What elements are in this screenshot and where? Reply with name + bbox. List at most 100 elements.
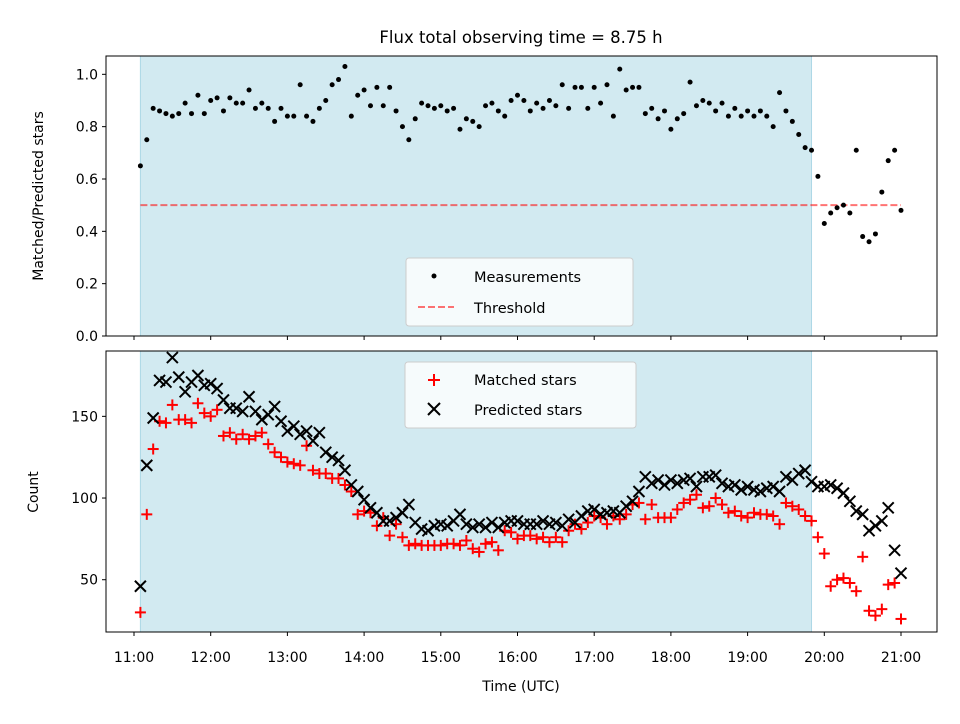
matched-point xyxy=(307,464,319,476)
predicted-point xyxy=(728,478,742,492)
measurement-point xyxy=(706,100,712,106)
measurement-point xyxy=(189,111,195,117)
measurement-point xyxy=(425,103,431,109)
predicted-point xyxy=(466,521,479,534)
measurement-point xyxy=(668,126,674,132)
matched-point xyxy=(742,512,754,524)
predicted-point xyxy=(869,519,882,533)
legend-matched-label: Matched stars xyxy=(474,373,577,389)
chart-title: Flux total observing time = 8.75 h xyxy=(379,28,662,47)
measurement-point xyxy=(642,111,648,117)
predicted-point xyxy=(741,480,754,493)
measurement-point xyxy=(847,210,853,216)
measurement-point xyxy=(208,97,214,103)
predicted-point xyxy=(166,351,179,364)
top-ytick-label: 0.2 xyxy=(76,277,98,293)
predicted-point xyxy=(287,419,300,433)
measurement-point xyxy=(412,116,418,122)
predicted-point xyxy=(894,566,908,580)
matched-point xyxy=(799,510,811,522)
legend-measurements-label: Measurements xyxy=(474,270,581,286)
top-axes-frame xyxy=(105,55,938,337)
measurement-point xyxy=(380,103,386,109)
bottom-xtick-label: 19:00 xyxy=(727,650,767,666)
matched-point xyxy=(371,520,383,532)
predicted-point xyxy=(396,506,409,519)
bottom-xtick-label: 18:00 xyxy=(651,650,691,666)
measurement-point xyxy=(674,116,680,122)
predicted-point xyxy=(779,470,793,484)
predicted-point xyxy=(587,503,601,516)
measurement-point xyxy=(585,105,591,111)
measurement-point xyxy=(821,220,827,226)
predicted-point xyxy=(632,485,646,498)
matched-point xyxy=(646,499,658,511)
measurement-point xyxy=(508,97,514,103)
measurement-point xyxy=(738,113,744,119)
bottom-xtick-label: 13:00 xyxy=(267,650,307,666)
matched-point xyxy=(333,472,345,484)
measurement-point xyxy=(502,113,508,119)
measurement-point xyxy=(777,90,783,96)
predicted-point xyxy=(210,382,224,395)
predicted-point xyxy=(479,521,492,534)
matched-point xyxy=(531,533,543,545)
measurement-point xyxy=(898,207,904,213)
predicted-point xyxy=(140,459,153,472)
legend-predicted-label: Predicted stars xyxy=(474,403,582,419)
legend-matched-marker xyxy=(428,374,440,386)
measurement-point xyxy=(278,105,284,111)
matched-point xyxy=(703,500,715,512)
matched-point xyxy=(460,535,472,547)
matched-point xyxy=(863,605,875,617)
matched-point xyxy=(563,525,575,537)
measurement-point xyxy=(809,147,815,153)
predicted-point xyxy=(536,514,550,528)
matched-point xyxy=(505,526,517,538)
measurement-point xyxy=(687,79,693,85)
predicted-point xyxy=(274,415,288,428)
predicted-point xyxy=(357,493,371,506)
measurement-point xyxy=(553,103,559,109)
matched-point xyxy=(876,603,888,615)
predicted-point xyxy=(255,413,269,426)
measurement-point xyxy=(521,97,527,103)
measurement-point xyxy=(834,205,840,211)
measurement-point xyxy=(457,126,463,132)
measurement-point xyxy=(476,124,482,130)
measurement-point xyxy=(815,173,821,179)
predicted-point xyxy=(735,483,748,497)
predicted-point xyxy=(792,467,805,480)
measurement-point xyxy=(783,108,789,114)
matched-point xyxy=(543,536,555,548)
matched-point xyxy=(454,539,466,551)
predicted-point xyxy=(492,521,505,534)
predicted-point xyxy=(837,486,850,500)
matched-point xyxy=(793,503,805,515)
matched-point xyxy=(237,428,249,440)
matched-point xyxy=(722,507,734,519)
predicted-point xyxy=(882,501,895,515)
matched-point xyxy=(729,505,741,517)
matched-point xyxy=(678,497,690,509)
matched-point xyxy=(134,606,146,618)
measurement-point xyxy=(240,100,246,106)
measurement-point xyxy=(348,113,354,119)
matched-point xyxy=(141,508,153,520)
measurement-point xyxy=(655,116,661,122)
bottom-xtick-label: 16:00 xyxy=(497,650,537,666)
measurement-point xyxy=(157,108,163,114)
measurement-point xyxy=(566,105,572,111)
matched-point xyxy=(684,494,696,506)
measurement-point xyxy=(610,113,616,119)
measurement-point xyxy=(214,95,220,101)
measurement-point xyxy=(483,103,489,109)
matched-point xyxy=(217,430,229,442)
bottom-legend-box xyxy=(404,361,637,429)
top-legend-box xyxy=(405,257,634,327)
measurement-point xyxy=(406,137,412,143)
measurement-point xyxy=(374,84,380,90)
predicted-point xyxy=(766,480,780,493)
matched-point xyxy=(224,427,236,439)
bottom-panel: 50 100 150 11:00 12:00 13:00 14:00 15:00 16:00 1… xyxy=(26,350,938,695)
